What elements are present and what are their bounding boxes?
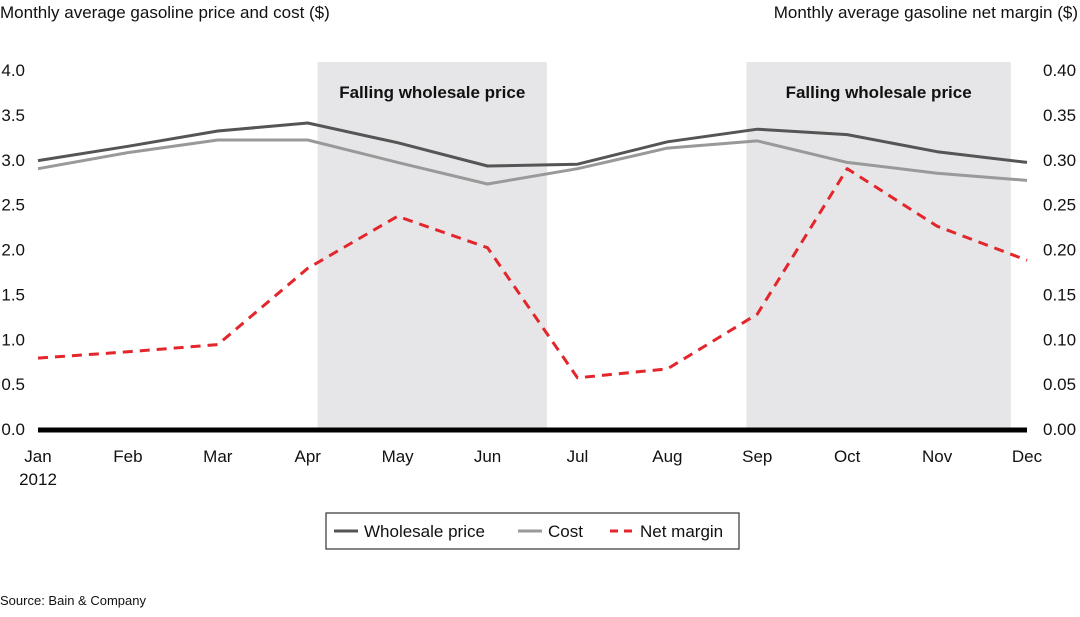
x-tick-label: Sep — [742, 447, 772, 466]
legend-label: Cost — [548, 522, 583, 541]
left-y-tick-label: 4.0 — [1, 61, 25, 80]
x-tick-label: Jul — [567, 447, 589, 466]
legend-label: Wholesale price — [364, 522, 485, 541]
x-tick-label: Aug — [652, 447, 682, 466]
legend: Wholesale price Cost Net margin — [326, 513, 739, 549]
left-y-tick-label: 2.5 — [1, 196, 25, 215]
right-y-tick-label: 0.20 — [1043, 241, 1076, 260]
right-y-tick-label: 0.25 — [1043, 196, 1076, 215]
x-tick-label: Jan — [24, 447, 51, 466]
x-tick-label: May — [382, 447, 415, 466]
left-y-tick-label: 1.5 — [1, 285, 25, 304]
legend-label: Net margin — [640, 522, 723, 541]
shaded-region — [746, 62, 1010, 429]
x-tick-label: Mar — [203, 447, 233, 466]
x-tick-label: Nov — [922, 447, 953, 466]
left-y-tick-label: 3.0 — [1, 151, 25, 170]
right-y-tick-label: 0.35 — [1043, 106, 1076, 125]
year-label: 2012 — [19, 470, 57, 489]
left-y-tick-label: 0.5 — [1, 375, 25, 394]
right-y-tick-label: 0.05 — [1043, 375, 1076, 394]
source-note: Source: Bain & Company — [0, 593, 146, 608]
left-y-tick-label: 1.0 — [1, 330, 25, 349]
shaded-region-label: Falling wholesale price — [339, 83, 525, 102]
right-y-tick-label: 0.40 — [1043, 61, 1076, 80]
left-axis-title: Monthly average gasoline price and cost … — [0, 3, 330, 22]
right-y-tick-label: 0.15 — [1043, 285, 1076, 304]
left-y-tick-label: 0.0 — [1, 420, 25, 439]
x-tick-label: Feb — [113, 447, 142, 466]
right-axis-title: Monthly average gasoline net margin ($) — [774, 3, 1078, 22]
right-y-tick-label: 0.30 — [1043, 151, 1076, 170]
shaded-region-label: Falling wholesale price — [786, 83, 972, 102]
left-y-tick-label: 2.0 — [1, 241, 25, 260]
x-tick-label: Apr — [294, 447, 321, 466]
x-tick-label: Oct — [834, 447, 861, 466]
right-y-tick-label: 0.10 — [1043, 330, 1076, 349]
x-tick-label: Dec — [1012, 447, 1043, 466]
left-y-tick-label: 3.5 — [1, 106, 25, 125]
shaded-region — [318, 62, 547, 429]
right-y-tick-label: 0.00 — [1043, 420, 1076, 439]
x-tick-label: Jun — [474, 447, 501, 466]
